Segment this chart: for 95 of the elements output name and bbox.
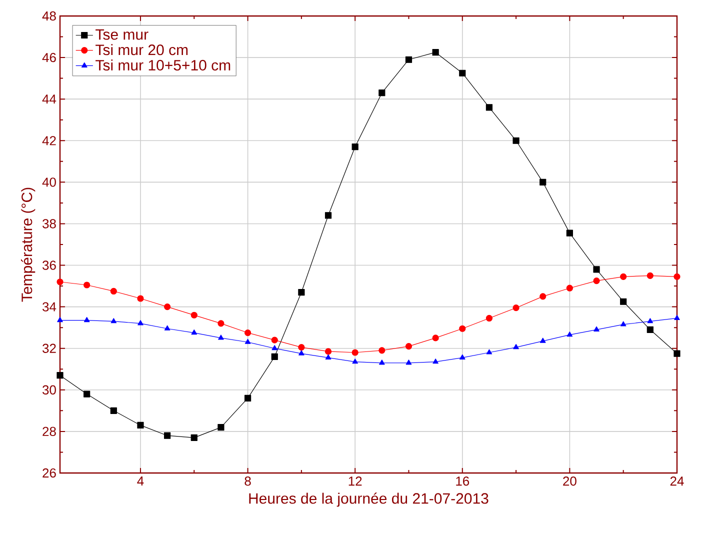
legend-label: Tsi mur 20 cm xyxy=(96,44,188,56)
point xyxy=(271,336,278,344)
point xyxy=(486,349,492,354)
point xyxy=(137,422,144,429)
x-tick-label: 4 xyxy=(137,476,144,486)
point xyxy=(244,394,252,402)
point xyxy=(566,284,573,292)
x-tick-label: 12 xyxy=(348,476,362,486)
point xyxy=(432,49,439,56)
point xyxy=(164,325,170,330)
point xyxy=(164,432,171,439)
point xyxy=(84,282,90,288)
x-tick-label: 8 xyxy=(244,476,251,486)
y-tick-label: 36 xyxy=(42,260,56,270)
y-tick-label: 46 xyxy=(42,52,56,62)
point xyxy=(271,353,278,360)
point xyxy=(406,360,412,365)
y-tick-label: 38 xyxy=(42,219,56,228)
point xyxy=(593,278,600,284)
point xyxy=(513,344,519,350)
point xyxy=(486,314,493,322)
point xyxy=(674,314,680,320)
point xyxy=(56,372,64,379)
point xyxy=(298,350,304,356)
y-tick-label: 34 xyxy=(42,302,56,312)
point xyxy=(620,298,627,305)
point xyxy=(405,342,412,350)
point xyxy=(218,334,224,340)
point xyxy=(620,321,626,326)
point xyxy=(674,350,680,357)
point xyxy=(110,407,117,414)
point xyxy=(190,312,198,318)
point xyxy=(352,349,358,356)
point xyxy=(190,434,198,441)
legend-label: Tse mur xyxy=(96,29,148,40)
point xyxy=(540,293,546,300)
x-tick-label: 20 xyxy=(563,476,576,486)
point xyxy=(298,288,305,296)
y-tick-label: 44 xyxy=(42,94,56,104)
y-tick-label: 28 xyxy=(42,426,56,436)
point xyxy=(646,272,654,279)
point xyxy=(459,354,466,360)
point xyxy=(218,320,224,327)
x-axis-title: Heures de la journée du 21-07-2013 xyxy=(249,492,488,507)
y-tick-label: 40 xyxy=(42,178,56,187)
point xyxy=(298,344,305,351)
point xyxy=(84,390,90,398)
point xyxy=(379,360,385,365)
y-axis-title: Température (°C) xyxy=(20,188,36,302)
point xyxy=(352,358,358,364)
point xyxy=(110,318,117,324)
point xyxy=(218,424,224,431)
point xyxy=(486,104,493,111)
point xyxy=(324,212,332,219)
point xyxy=(594,326,600,332)
point xyxy=(84,317,90,322)
y-tick-label: 48 xyxy=(42,11,56,21)
point xyxy=(674,273,680,280)
x-tick-label: 24 xyxy=(670,476,684,486)
point xyxy=(566,332,573,337)
point xyxy=(325,354,332,360)
point xyxy=(110,288,117,295)
point xyxy=(405,56,412,63)
point xyxy=(191,329,198,335)
point xyxy=(646,326,654,333)
legend-label: Tsi mur 10+5+10 cm xyxy=(96,60,230,71)
point xyxy=(164,304,171,310)
point xyxy=(57,317,63,322)
y-tick-label: 26 xyxy=(42,468,56,478)
point xyxy=(512,137,520,144)
point xyxy=(378,347,386,354)
point xyxy=(459,325,466,332)
x-tick-label: 16 xyxy=(456,476,470,486)
point xyxy=(324,348,332,355)
point xyxy=(272,345,278,350)
y-tick-label: 30 xyxy=(42,385,56,394)
point xyxy=(459,70,466,76)
y-tick-label: 32 xyxy=(42,344,56,353)
point xyxy=(432,358,438,364)
point xyxy=(566,230,573,236)
point xyxy=(512,304,520,312)
point xyxy=(137,295,144,302)
y-tick-label: 42 xyxy=(42,136,56,146)
point xyxy=(244,329,252,336)
point xyxy=(540,338,546,343)
point xyxy=(647,318,654,324)
point xyxy=(378,90,386,96)
point xyxy=(352,144,358,150)
point xyxy=(540,178,546,186)
point xyxy=(244,338,251,344)
point xyxy=(138,320,144,326)
point xyxy=(432,334,439,342)
point xyxy=(56,278,64,286)
point xyxy=(620,273,627,280)
point xyxy=(593,266,600,273)
